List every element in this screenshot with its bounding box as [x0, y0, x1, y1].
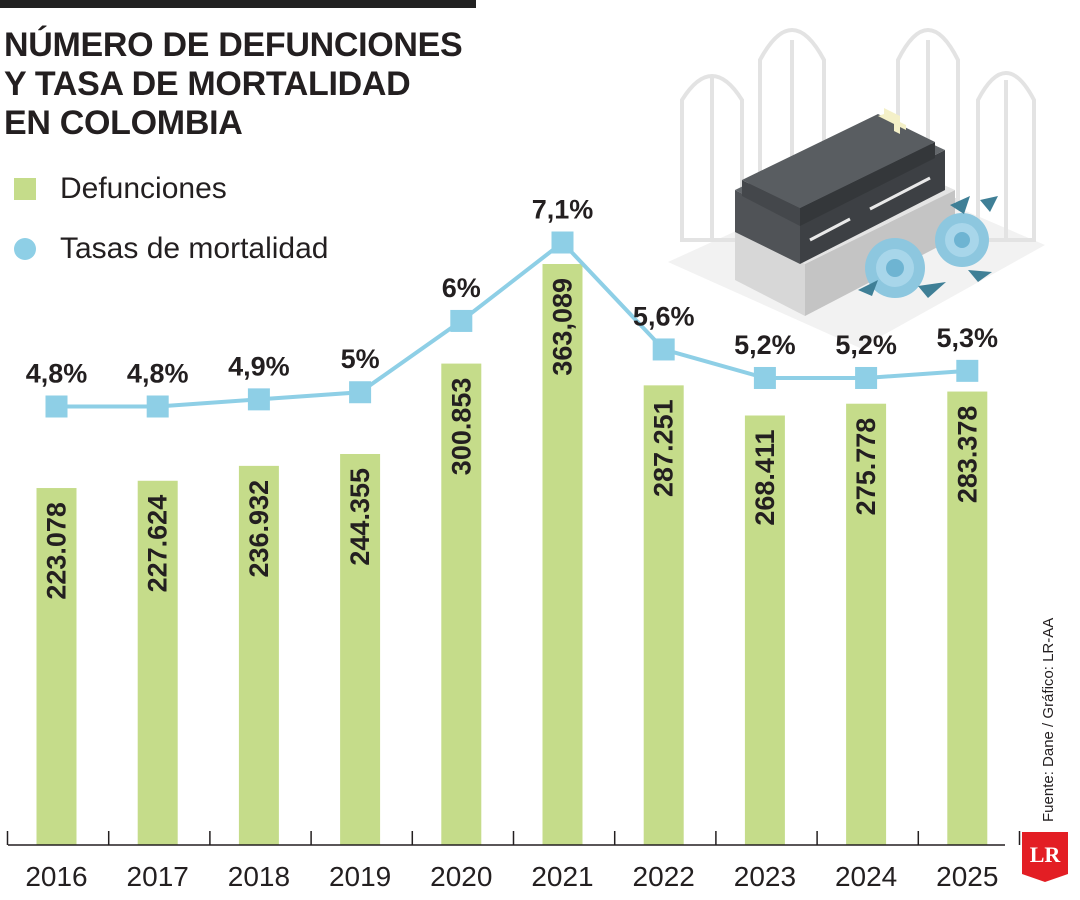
- legend-item-defunciones: Defunciones: [14, 172, 227, 206]
- x-tick-label-2025: 2025: [936, 861, 998, 892]
- bar-2025: [947, 391, 988, 845]
- legend-item-tasas: Tasas de mortalidad: [14, 232, 328, 266]
- rate-marker-2025: [956, 359, 979, 382]
- rate-marker-2024: [855, 366, 878, 389]
- rate-marker-2021: [551, 231, 574, 254]
- x-tick-label-2022: 2022: [633, 861, 695, 892]
- x-tick-label-2016: 2016: [25, 861, 87, 892]
- bar-value-label-2022: 287.251: [649, 399, 679, 497]
- rate-label-2017: 4,8%: [127, 359, 189, 389]
- rate-marker-2022: [652, 338, 675, 361]
- rate-label-2024: 5,2%: [835, 330, 897, 360]
- bar-value-label-2024: 275.778: [851, 418, 881, 516]
- x-axis: 2016 2017 2018 2019 2020 2021 2022 2023 2024 2025: [6, 831, 1021, 892]
- x-tick-label-2019: 2019: [329, 861, 391, 892]
- rate-marker-2016: [45, 395, 68, 418]
- bar-value-label-2019: 244.355: [345, 468, 375, 566]
- rate-label-2022: 5,6%: [633, 301, 695, 331]
- bar-2016: [36, 488, 77, 845]
- rate-label-2019: 5%: [341, 344, 380, 374]
- x-tick-label-2023: 2023: [734, 861, 796, 892]
- bar-value-label-2018: 236.932: [244, 480, 274, 578]
- bar-value-label-2021: 363,089: [548, 278, 578, 376]
- rate-marker-2020: [450, 309, 473, 332]
- bar-2023: [744, 415, 785, 845]
- x-tick-label-2018: 2018: [228, 861, 290, 892]
- roses-icon: [858, 196, 998, 298]
- bar-2018: [238, 465, 279, 845]
- bar-2019: [340, 453, 381, 845]
- legend-swatch-line: [14, 238, 36, 260]
- title-line-2: Y TASA DE MORTALIDAD: [4, 65, 411, 103]
- x-tick-label-2024: 2024: [835, 861, 897, 892]
- legend-label-tasas: Tasas de mortalidad: [60, 232, 329, 265]
- source-note: Fuente: Dane / Gráfico: LR-AA: [1040, 617, 1057, 822]
- bar-value-label-2017: 227.624: [143, 495, 173, 593]
- bar-2022: [643, 385, 684, 845]
- bar-value-label-2020: 300.853: [446, 378, 476, 476]
- rate-line: [56, 239, 968, 409]
- rate-label-2018: 4,9%: [228, 351, 290, 381]
- bars-group: 223.078 227.624 236.932 244.355 300.853 363,0…: [36, 264, 988, 845]
- x-tick-label-2020: 2020: [430, 861, 492, 892]
- lr-logo-text: LR: [1030, 842, 1062, 867]
- bar-2017: [137, 480, 178, 845]
- title-line-1: NÚMERO DE DEFUNCIONES: [4, 26, 463, 64]
- chart-title: NÚMERO DE DEFUNCIONES Y TASA DE MORTALID…: [4, 26, 524, 143]
- title-rule: [0, 0, 476, 8]
- rate-label-2025: 5,3%: [937, 323, 999, 353]
- title-line-3: EN COLOMBIA: [4, 104, 243, 142]
- coffin-illustration: [668, 28, 1045, 348]
- line-series-group: 4,8% 4,8% 4,9% 5% 6% 7,1% 5,6% 5,2% 5,2% 5,3%: [26, 195, 998, 418]
- x-tick-label-2021: 2021: [531, 861, 593, 892]
- legend-swatch-bar: [14, 178, 36, 200]
- bar-value-label-2023: 268.411: [750, 429, 780, 525]
- rate-marker-2023: [753, 366, 776, 389]
- rate-label-2016: 4,8%: [26, 359, 88, 389]
- rate-label-2021: 7,1%: [532, 195, 594, 225]
- bar-value-label-2016: 223.078: [42, 502, 72, 600]
- rate-marker-2017: [146, 395, 169, 418]
- bar-value-label-2025: 283.378: [952, 406, 982, 504]
- bar-2020: [441, 363, 482, 845]
- rate-label-2020: 6%: [442, 273, 481, 303]
- rate-label-2023: 5,2%: [734, 330, 796, 360]
- rate-marker-2018: [247, 388, 270, 411]
- lr-logo: LR: [1022, 832, 1068, 882]
- bar-2021: [542, 264, 583, 845]
- bar-2024: [846, 403, 887, 845]
- x-tick-label-2017: 2017: [127, 861, 189, 892]
- legend-label-defunciones: Defunciones: [60, 172, 227, 205]
- rate-marker-2019: [349, 381, 372, 404]
